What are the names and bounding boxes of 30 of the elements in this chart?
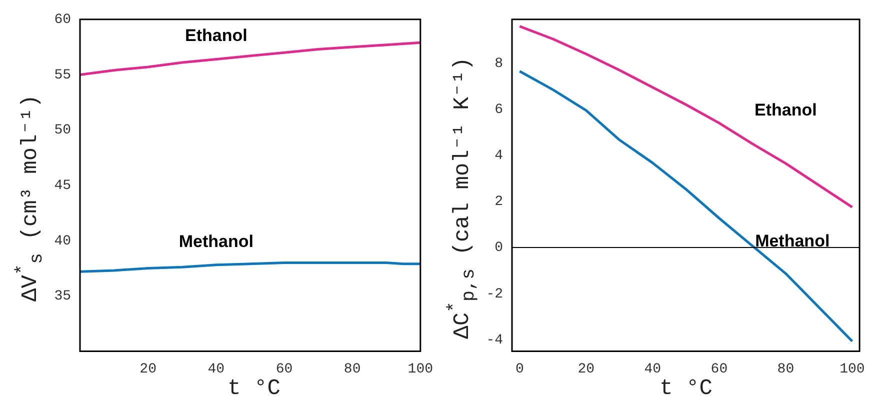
x-tick-label: 20 (140, 361, 156, 378)
y-tick-label: 60 (54, 12, 71, 28)
x-tick-label: 0 (515, 361, 524, 378)
y-tick-label: 45 (54, 178, 71, 194)
x-tick-label: 20 (578, 361, 595, 378)
y-tick-label: 40 (54, 233, 71, 250)
y-tick-label: 2 (494, 194, 503, 210)
x-tick-label: 60 (710, 361, 728, 378)
series-label: Ethanol (184, 26, 248, 46)
x-tick-label: 100 (408, 361, 434, 378)
y-tick-label: 4 (494, 148, 503, 164)
series-label: Methanol (178, 232, 254, 251)
y-tick-label: 0 (494, 240, 503, 256)
x-tick-label: 100 (840, 361, 865, 378)
y-tick-label: 6 (494, 102, 503, 118)
series-label: Methanol (755, 231, 830, 250)
y-tick-label: 8 (494, 56, 503, 72)
series-label: Ethanol (754, 100, 817, 120)
x-tick-label: 80 (777, 361, 794, 378)
x-tick-label: 40 (208, 361, 225, 378)
y-tick-label: -2 (486, 286, 503, 302)
y-tick-label: -4 (486, 332, 503, 348)
y-tick-label: 50 (54, 122, 71, 139)
x-tick-label: 40 (644, 361, 662, 378)
y-tick-label: 55 (54, 67, 71, 84)
x-tick-label: 60 (276, 361, 293, 378)
x-axis-title: t °C (226, 376, 282, 401)
x-tick-label: 80 (344, 361, 361, 378)
x-axis-title: t °C (658, 376, 714, 401)
y-tick-label: 35 (54, 288, 71, 305)
